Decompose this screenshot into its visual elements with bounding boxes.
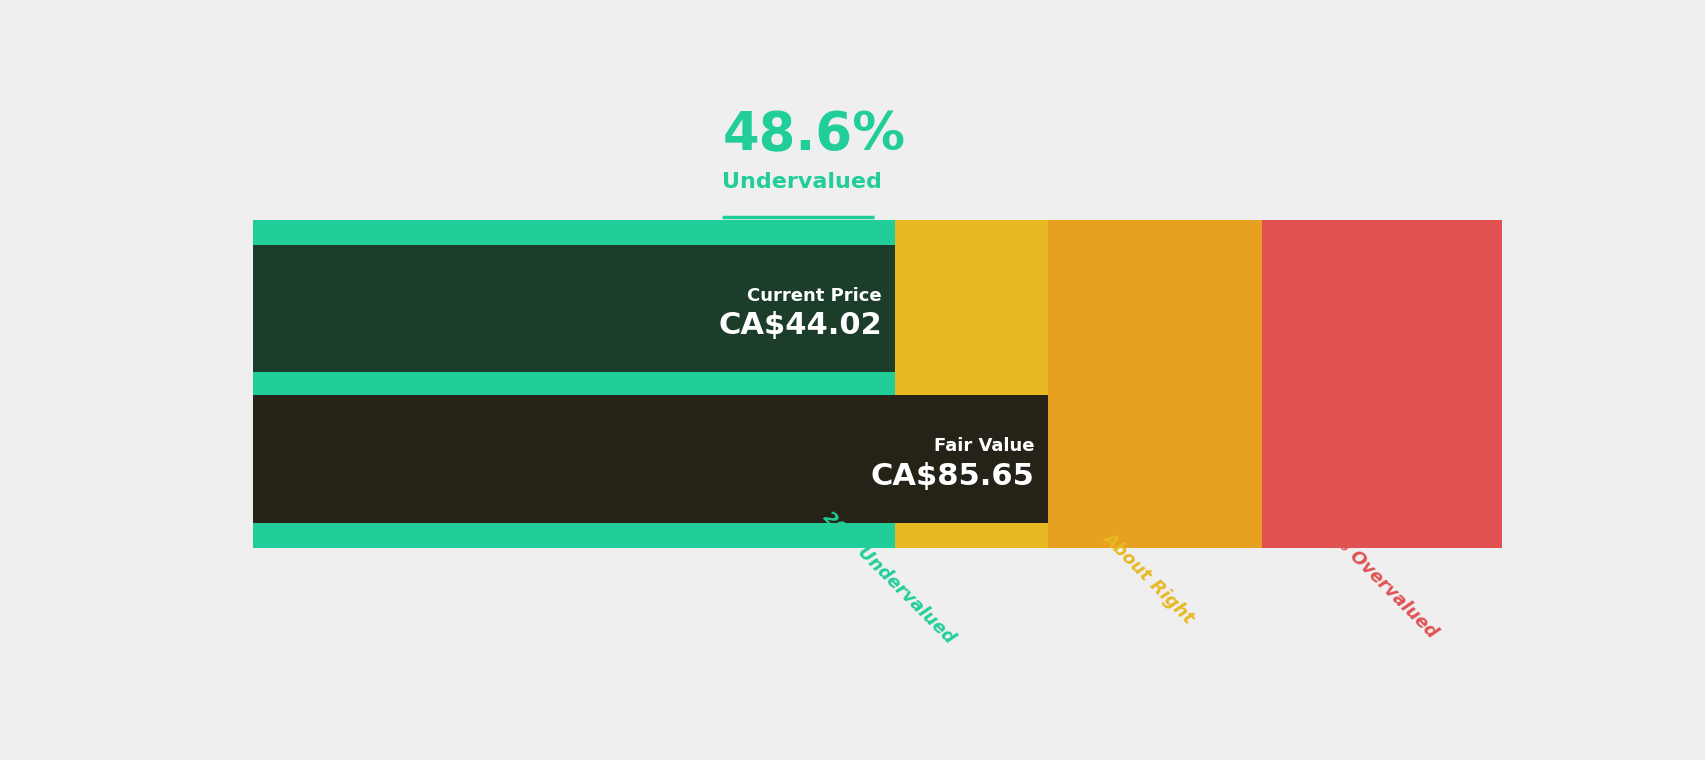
Bar — [252, 395, 1047, 523]
Text: Current Price: Current Price — [747, 287, 881, 305]
Bar — [1262, 220, 1502, 548]
Bar — [252, 245, 895, 372]
Text: 48.6%: 48.6% — [721, 109, 905, 161]
Text: 20% Overvalued: 20% Overvalued — [1311, 512, 1441, 642]
Text: CA$85.65: CA$85.65 — [870, 462, 1033, 491]
Bar — [1047, 220, 1262, 548]
Text: CA$44.02: CA$44.02 — [718, 312, 881, 340]
Bar — [252, 220, 895, 548]
Bar — [895, 220, 1047, 548]
Text: Undervalued: Undervalued — [721, 172, 881, 192]
Text: 20% Undervalued: 20% Undervalued — [818, 508, 958, 647]
Text: Fair Value: Fair Value — [933, 437, 1033, 455]
Text: About Right: About Right — [1098, 528, 1197, 627]
